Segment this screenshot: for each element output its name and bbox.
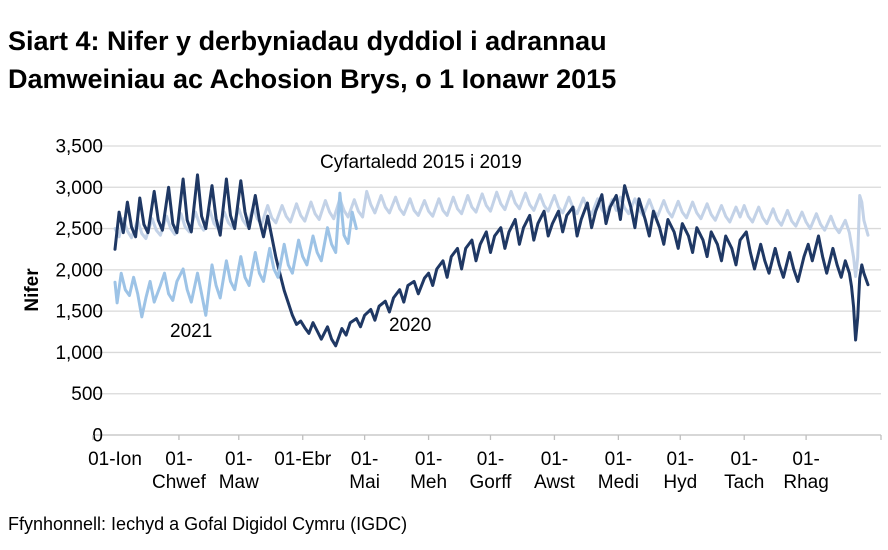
x-tick-label: Chwef xyxy=(152,472,207,493)
x-tick-label: 01- xyxy=(165,449,192,470)
x-tick-label: Mai xyxy=(349,472,380,493)
x-tick-label: 01- xyxy=(730,449,757,470)
source-note: Ffynhonnell: Iechyd a Gofal Digidol Cymr… xyxy=(8,514,408,534)
y-axis-title: Nifer xyxy=(22,268,43,312)
x-tick-label: 01- xyxy=(351,449,378,470)
x-tick-label: Rhag xyxy=(783,472,828,493)
y-tick-label: 2,000 xyxy=(55,260,103,281)
x-tick-label: Maw xyxy=(219,472,259,493)
x-tick-label: Medi xyxy=(598,472,639,493)
x-tick-label: 01- xyxy=(477,449,504,470)
y-tick-label: 3,000 xyxy=(55,178,103,199)
y-tick-label: 0 xyxy=(92,426,103,447)
x-tick-label: 01- xyxy=(225,449,252,470)
y-tick-label: 500 xyxy=(71,384,103,405)
series-label-2021: 2021 xyxy=(170,321,212,342)
y-tick-label: 3,500 xyxy=(55,137,103,158)
page-title-line1: Siart 4: Nifer y derbyniadau dyddiol i a… xyxy=(8,26,607,57)
x-tick-label: Gorff xyxy=(470,472,513,493)
series-label-2020: 2020 xyxy=(389,315,431,336)
x-tick-label: 01-Ebr xyxy=(274,449,332,470)
y-tick-label: 1,500 xyxy=(55,302,103,323)
x-tick-label: 01-Ion xyxy=(88,449,142,470)
series-line-Cyfartaledd-2015-i-2019 xyxy=(113,189,870,278)
page-title-line2: Damweiniau ac Achosion Brys, o 1 Ionawr … xyxy=(8,64,617,95)
x-tick-label: 01- xyxy=(415,449,442,470)
x-tick-label: 01- xyxy=(541,449,568,470)
x-tick-label: Awst xyxy=(534,472,576,493)
x-tick-label: Meh xyxy=(410,472,447,493)
series-line-2021 xyxy=(113,191,358,319)
series-label-Cyfartaledd-2015-i-2019: Cyfartaledd 2015 i 2019 xyxy=(320,152,522,173)
series-line-2020 xyxy=(113,173,870,348)
x-tick-label: Tach xyxy=(724,472,764,493)
x-tick-label: 01- xyxy=(605,449,632,470)
x-tick-label: 01- xyxy=(792,449,819,470)
y-tick-label: 2,500 xyxy=(55,219,103,240)
x-tick-label: Hyd xyxy=(663,472,697,493)
x-tick-label: 01- xyxy=(667,449,694,470)
page-title: Siart 4: Nifer y derbyniadau dyddiol i a… xyxy=(8,22,808,98)
y-tick-label: 1,000 xyxy=(55,343,103,364)
